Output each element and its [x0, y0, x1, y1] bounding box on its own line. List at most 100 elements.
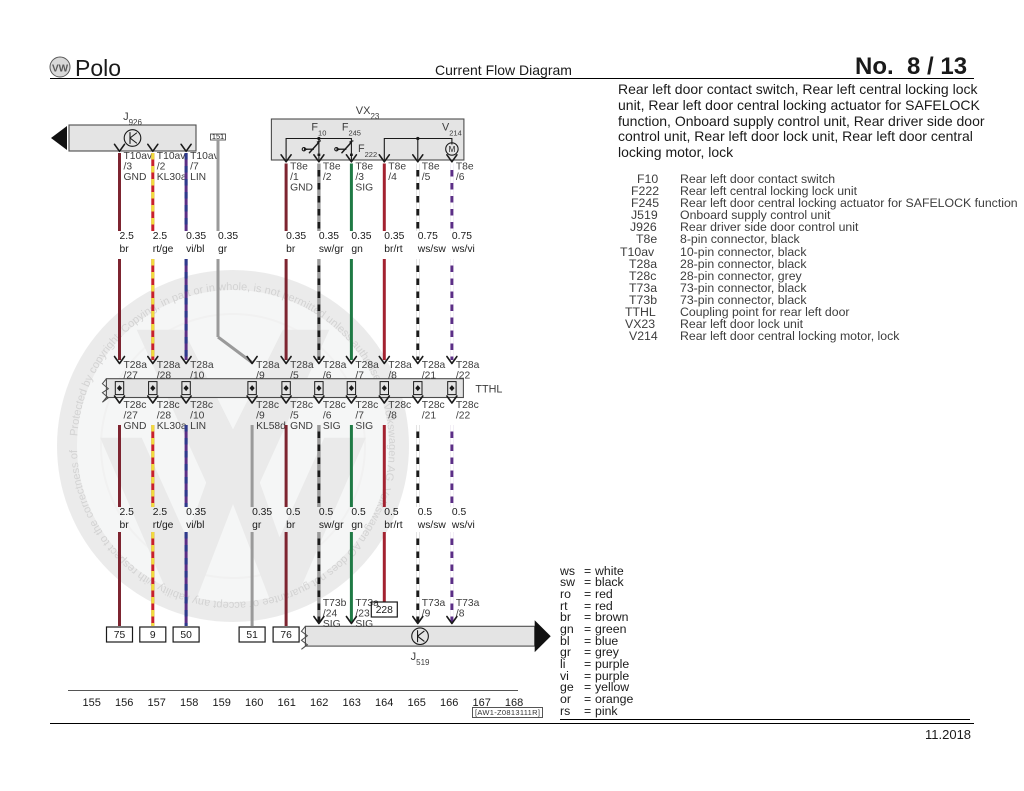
svg-text:T10av: T10av: [124, 151, 153, 162]
svg-text:0.5: 0.5: [286, 507, 301, 518]
svg-text:J926: J926: [123, 111, 142, 127]
svg-text:T10av: T10av: [157, 151, 186, 162]
svg-text:228: 228: [376, 605, 393, 616]
svg-text:ws/vi: ws/vi: [451, 520, 475, 531]
svg-text:LIN: LIN: [190, 172, 206, 183]
svg-text:9: 9: [150, 630, 156, 641]
svg-text:/7: /7: [355, 411, 364, 422]
svg-text:/27: /27: [124, 411, 139, 422]
svg-text:T28a: T28a: [290, 360, 314, 371]
svg-text:/9: /9: [256, 371, 265, 382]
svg-text:T8e: T8e: [323, 161, 341, 172]
svg-text:M: M: [449, 145, 456, 154]
svg-text:/6: /6: [323, 371, 332, 382]
svg-text:sw/gr: sw/gr: [319, 520, 344, 531]
svg-text:rt/ge: rt/ge: [153, 520, 174, 531]
svg-text:/2: /2: [157, 161, 166, 172]
svg-text:T28a: T28a: [355, 360, 379, 371]
svg-text:T28c: T28c: [323, 400, 346, 411]
svg-text:GND: GND: [124, 421, 147, 432]
svg-text:T8e: T8e: [290, 161, 308, 172]
svg-text:0.35: 0.35: [186, 507, 206, 518]
svg-text:GND: GND: [290, 183, 313, 194]
svg-text:/21: /21: [422, 371, 437, 382]
svg-text:T73a: T73a: [422, 598, 446, 609]
svg-text:T73a: T73a: [456, 598, 480, 609]
svg-text:T8e: T8e: [388, 161, 406, 172]
svg-text:rt/ge: rt/ge: [153, 244, 174, 255]
svg-text:/28: /28: [157, 411, 172, 422]
svg-text:0.5: 0.5: [319, 507, 334, 518]
svg-text:/9: /9: [422, 609, 431, 620]
svg-text:0.5: 0.5: [452, 507, 467, 518]
svg-text:T28a: T28a: [124, 360, 148, 371]
svg-text:50: 50: [180, 630, 192, 641]
svg-text:75: 75: [114, 630, 126, 641]
svg-text:T8e: T8e: [456, 161, 474, 172]
svg-text:br/rt: br/rt: [384, 520, 402, 531]
svg-text:vi/bl: vi/bl: [186, 520, 204, 531]
svg-text:GND: GND: [290, 421, 313, 432]
svg-text:T28c: T28c: [157, 400, 180, 411]
svg-text:gr: gr: [252, 520, 262, 531]
svg-text:/21: /21: [422, 411, 437, 422]
svg-text:T28c: T28c: [456, 400, 479, 411]
svg-text:2.5: 2.5: [153, 507, 168, 518]
svg-text:T10av: T10av: [190, 151, 219, 162]
svg-text:0.35: 0.35: [384, 231, 404, 242]
svg-text:/23: /23: [355, 609, 370, 620]
svg-text:T28c: T28c: [290, 400, 313, 411]
svg-text:0.35: 0.35: [252, 507, 272, 518]
svg-text:/1: /1: [290, 172, 299, 183]
svg-text:SIG: SIG: [355, 619, 373, 630]
svg-text:0.5: 0.5: [351, 507, 366, 518]
svg-text:0.5: 0.5: [384, 507, 399, 518]
svg-text:T28c: T28c: [388, 400, 411, 411]
svg-text:T28a: T28a: [422, 360, 446, 371]
svg-text:br: br: [286, 244, 296, 255]
svg-text:T28c: T28c: [256, 400, 279, 411]
svg-text:/28: /28: [157, 371, 172, 382]
svg-text:/7: /7: [355, 371, 364, 382]
svg-text:T28a: T28a: [388, 360, 412, 371]
svg-text:/3: /3: [124, 161, 133, 172]
svg-text:br: br: [120, 244, 130, 255]
svg-text:0.35: 0.35: [186, 231, 206, 242]
svg-text:/10: /10: [190, 411, 205, 422]
svg-text:T28a: T28a: [456, 360, 480, 371]
svg-text:/2: /2: [323, 172, 332, 183]
svg-text:T28c: T28c: [124, 400, 147, 411]
svg-text:76: 76: [280, 630, 292, 641]
svg-text:2.5: 2.5: [120, 507, 135, 518]
svg-text:2.5: 2.5: [120, 231, 135, 242]
svg-text:0.35: 0.35: [351, 231, 371, 242]
svg-text:/22: /22: [456, 371, 471, 382]
svg-text:gn: gn: [351, 244, 363, 255]
svg-text:T28c: T28c: [355, 400, 378, 411]
svg-text:/10: /10: [190, 371, 205, 382]
svg-text:0.75: 0.75: [418, 231, 438, 242]
svg-text:SIG: SIG: [355, 421, 373, 432]
svg-text:SIG: SIG: [323, 619, 341, 630]
svg-text:T73b: T73b: [323, 598, 347, 609]
svg-text:/4: /4: [388, 172, 397, 183]
svg-text:GND: GND: [124, 172, 147, 183]
svg-text:0.35: 0.35: [319, 231, 339, 242]
svg-text:br: br: [120, 520, 130, 531]
svg-text:VX23: VX23: [356, 105, 380, 121]
svg-text:/3: /3: [355, 172, 364, 183]
svg-text:T28c: T28c: [190, 400, 213, 411]
svg-text:T28a: T28a: [157, 360, 181, 371]
svg-text:/5: /5: [290, 371, 299, 382]
svg-text:J519: J519: [411, 651, 430, 667]
svg-text:SIG: SIG: [323, 421, 341, 432]
svg-text:2.5: 2.5: [153, 231, 168, 242]
svg-text:br/rt: br/rt: [384, 244, 402, 255]
svg-text:LIN: LIN: [190, 421, 206, 432]
svg-text:T28c: T28c: [422, 400, 445, 411]
svg-text:gn: gn: [351, 520, 363, 531]
svg-text:ws/vi: ws/vi: [451, 244, 475, 255]
svg-text:0.35: 0.35: [218, 231, 238, 242]
svg-text:SIG: SIG: [355, 183, 373, 194]
svg-text:/24: /24: [323, 609, 338, 620]
